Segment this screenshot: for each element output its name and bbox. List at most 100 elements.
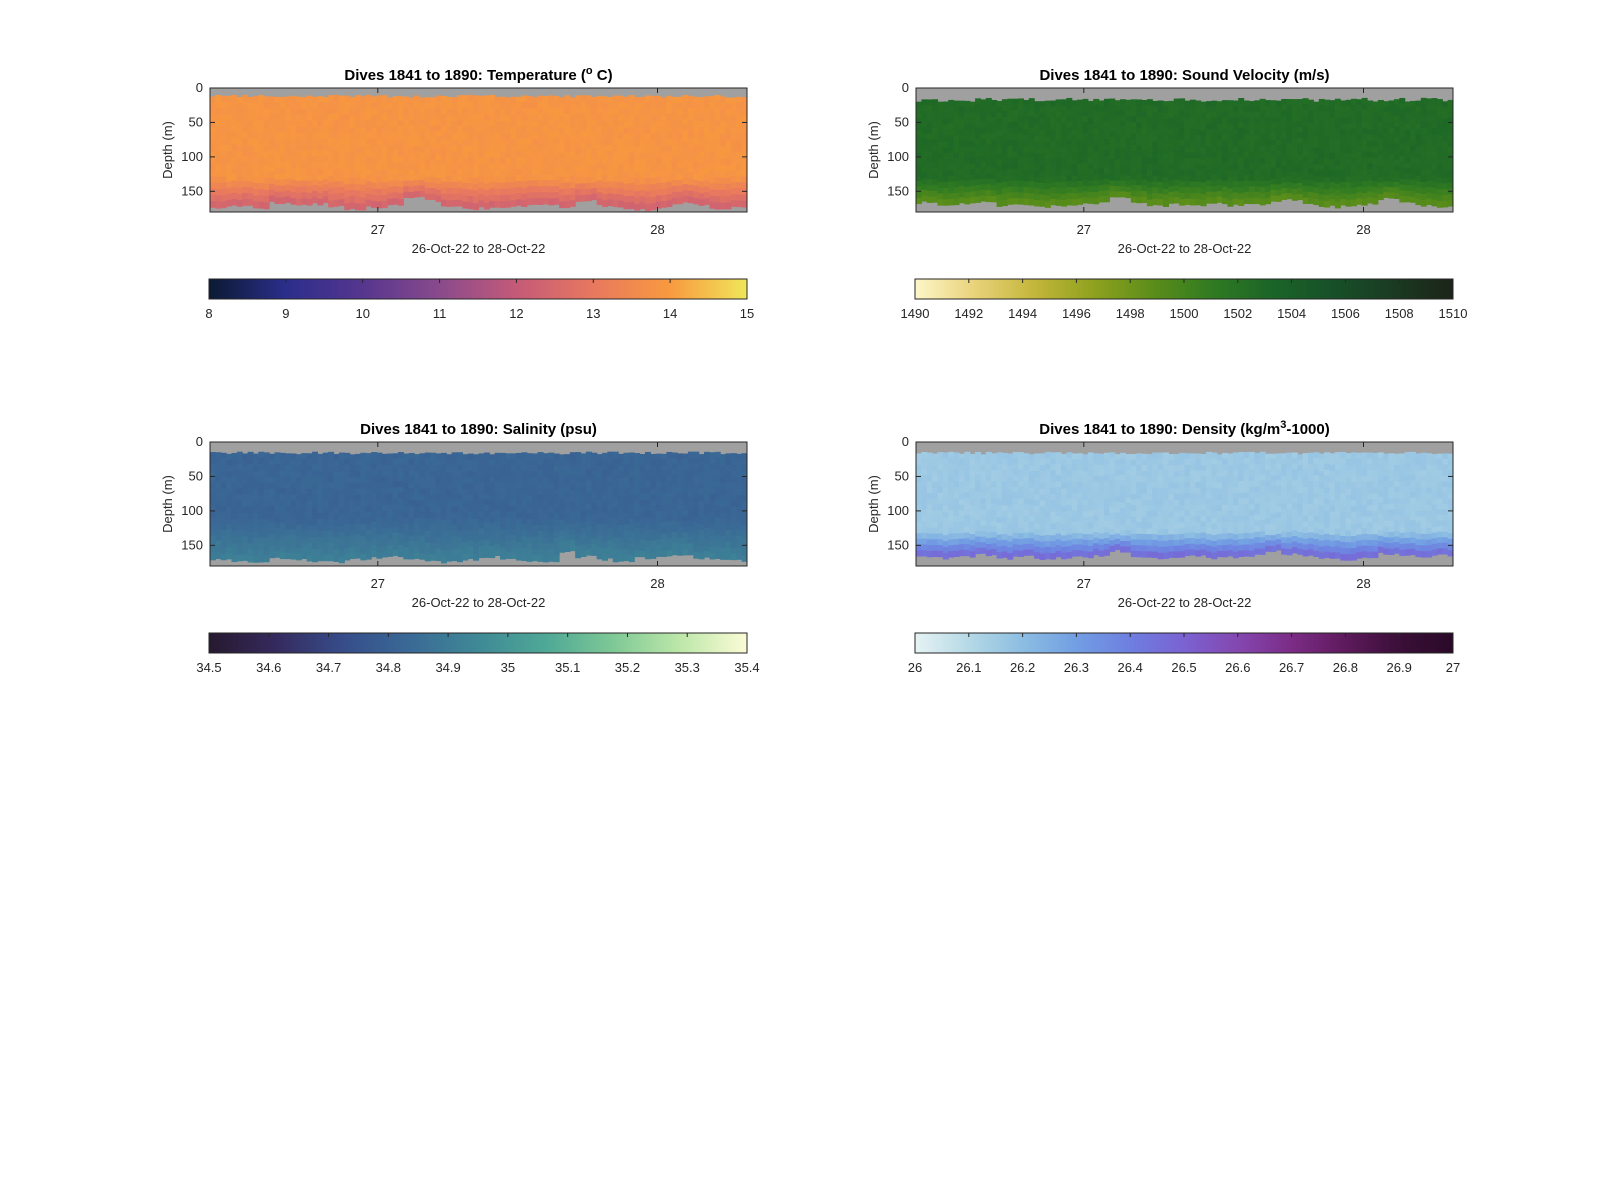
chart-title: Dives 1841 to 1890: Sound Velocity (m/s)	[1039, 67, 1329, 84]
heatmap-cell	[473, 460, 480, 467]
heatmap-cell	[564, 95, 571, 103]
heatmap-cell	[414, 483, 421, 490]
heatmap-cell	[1232, 135, 1239, 142]
heatmap-cell	[666, 151, 673, 158]
heatmap-cell	[704, 150, 711, 157]
heatmap-cell	[1399, 126, 1406, 134]
heatmap-cell	[306, 180, 313, 188]
heatmap-cell	[532, 114, 539, 122]
heatmap-cell	[1302, 191, 1309, 199]
heatmap-cell	[548, 549, 555, 556]
heatmap-cell	[559, 481, 566, 488]
heatmap-cell	[1318, 194, 1325, 201]
heatmap-cell	[279, 452, 286, 460]
heatmap-cell	[1329, 193, 1336, 200]
heatmap-cell	[1109, 147, 1116, 154]
heatmap-cell	[1324, 105, 1331, 113]
heatmap-cell	[1066, 145, 1073, 152]
heatmap-cell	[408, 505, 415, 513]
heatmap-cell	[322, 196, 329, 204]
colorbar-tick-label: 14	[663, 306, 677, 321]
heatmap-cell	[1125, 126, 1132, 133]
heatmap-cell	[419, 168, 426, 176]
heatmap-cell	[349, 109, 356, 117]
heatmap-cell	[975, 98, 982, 105]
heatmap-cell	[360, 470, 367, 478]
heatmap-cell	[505, 103, 512, 111]
heatmap-cell	[333, 107, 340, 115]
heatmap-cell	[1297, 138, 1304, 145]
heatmap-cell	[279, 458, 286, 466]
heatmap-cell	[975, 115, 982, 123]
heatmap-cell	[623, 96, 630, 104]
heatmap-cell	[1286, 148, 1293, 155]
heatmap-cell	[526, 162, 533, 169]
heatmap-cell	[1077, 140, 1084, 147]
heatmap-cell	[419, 185, 426, 192]
heatmap-cell	[1399, 138, 1406, 145]
heatmap-cell	[274, 173, 281, 181]
heatmap-cell	[381, 476, 388, 484]
heatmap-cell	[285, 546, 292, 554]
heatmap-cell	[312, 494, 318, 502]
heatmap-cell	[1388, 192, 1395, 199]
heatmap-cell	[996, 177, 1003, 184]
heatmap-cell	[290, 95, 297, 103]
heatmap-cell	[306, 501, 313, 508]
heatmap-cell	[1356, 145, 1363, 153]
heatmap-cell	[655, 164, 662, 172]
heatmap-cell	[473, 184, 480, 192]
heatmap-cell	[274, 161, 281, 169]
heatmap-cell	[526, 174, 533, 182]
heatmap-cell	[414, 112, 421, 119]
heatmap-cell	[1028, 169, 1035, 176]
heatmap-cell	[387, 139, 394, 146]
heatmap-cell	[526, 126, 533, 133]
heatmap-cell	[516, 553, 523, 561]
heatmap-cell	[953, 117, 960, 125]
heatmap-cell	[446, 483, 453, 491]
heatmap-cell	[360, 547, 367, 555]
heatmap-cell	[1324, 153, 1331, 160]
heatmap-cell	[1270, 139, 1277, 146]
heatmap-cell	[1324, 171, 1331, 178]
heatmap-cell	[451, 187, 458, 195]
heatmap-cell	[666, 101, 673, 109]
heatmap-cell	[457, 156, 463, 164]
heatmap-cell	[403, 163, 410, 171]
heatmap-cell	[1313, 181, 1320, 188]
heatmap-cell	[559, 508, 566, 515]
heatmap-cell	[698, 115, 705, 122]
heatmap-cell	[677, 150, 684, 157]
heatmap-cell	[1281, 137, 1288, 145]
heatmap-cell	[926, 133, 933, 141]
heatmap-cell	[440, 520, 447, 527]
heatmap-cell	[1334, 189, 1341, 197]
heatmap-cell	[671, 102, 678, 110]
heatmap-cell	[226, 523, 233, 531]
heatmap-cell	[285, 114, 292, 121]
heatmap-cell	[591, 503, 598, 511]
heatmap-cell	[301, 488, 308, 495]
heatmap-cell	[698, 121, 705, 128]
heatmap-cell	[537, 464, 544, 471]
heatmap-cell	[279, 505, 286, 513]
heatmap-cell	[1179, 128, 1186, 135]
heatmap-cell	[317, 198, 324, 206]
heatmap-cell	[489, 182, 496, 189]
heatmap-cell	[499, 470, 506, 478]
heatmap-cell	[333, 119, 340, 127]
heatmap-cell	[628, 95, 635, 102]
heatmap-cell	[473, 127, 480, 135]
heatmap-cell	[295, 553, 302, 561]
heatmap-cell	[301, 138, 308, 146]
heatmap-cell	[1372, 129, 1379, 137]
heatmap-cell	[602, 126, 608, 134]
heatmap-cell	[387, 168, 394, 176]
heatmap-cell	[1356, 134, 1363, 141]
heatmap-cell	[916, 107, 922, 114]
heatmap-cell	[306, 150, 313, 157]
heatmap-cell	[1232, 129, 1239, 136]
heatmap-cell	[419, 553, 426, 560]
heatmap-cell	[338, 132, 345, 139]
